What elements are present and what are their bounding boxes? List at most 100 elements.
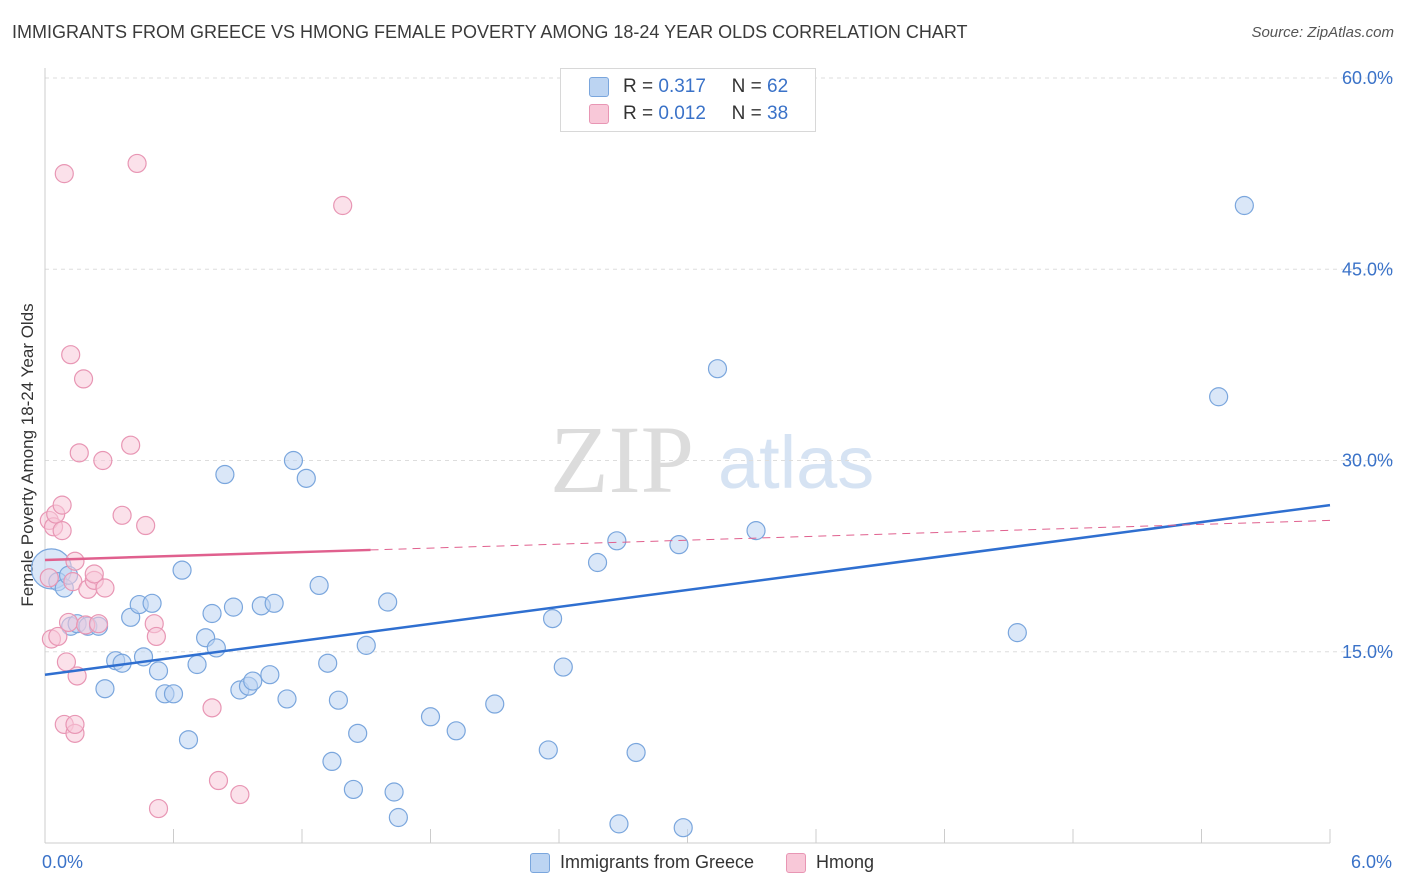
greece-point — [277, 689, 297, 709]
hmong-point — [48, 626, 68, 647]
greece-point — [215, 464, 235, 485]
hmong-point — [148, 798, 169, 819]
greece-point — [420, 707, 441, 727]
hmong-point — [95, 578, 115, 598]
greece-point — [328, 690, 349, 710]
hmong-point — [112, 505, 132, 525]
series-hmong-points — [39, 153, 353, 819]
greece-point — [707, 359, 728, 379]
legend-swatch-greece — [530, 852, 550, 873]
legend-item-greece[interactable]: Immigrants from Greece — [530, 852, 754, 873]
greece-point — [260, 665, 280, 685]
hmong-point — [121, 435, 141, 455]
legend-n-value-hmong: 38 — [767, 103, 789, 124]
greece-point — [95, 679, 115, 699]
greece-point — [343, 779, 363, 800]
legend-r-key: R = — [623, 76, 659, 97]
legend-swatch-hmong — [786, 852, 807, 873]
hmong-point — [333, 195, 353, 216]
legend-r-value-greece: 0.317 — [658, 76, 706, 97]
greece-point — [388, 807, 408, 828]
chart-title: IMMIGRANTS FROM GREECE VS HMONG FEMALE P… — [12, 22, 968, 42]
legend-row-greece: R = 0.317 N = 62 — [589, 75, 788, 99]
hmong-point — [93, 450, 113, 471]
hmong-point — [39, 568, 59, 588]
hmong-point — [208, 770, 229, 791]
legend-n-value-greece: 62 — [767, 76, 789, 97]
greece-point — [553, 657, 573, 677]
legend-swatch-greece — [589, 77, 609, 97]
greece-point — [746, 521, 766, 541]
legend-label-hmong: Hmong — [816, 852, 875, 872]
hmong-point — [84, 564, 104, 584]
y-tick-labels: 15.0% 30.0% 45.0% 60.0% — [1342, 68, 1393, 662]
y-tick-label: 60.0% — [1342, 68, 1393, 88]
x-tick-min: 0.0% — [42, 852, 84, 872]
greece-point — [626, 742, 646, 763]
greece-point — [673, 818, 693, 838]
greece-point — [142, 593, 162, 613]
watermark-atlas: atlas — [718, 421, 874, 504]
greece-point — [163, 684, 184, 704]
greece-point — [669, 535, 689, 555]
greece-point — [1234, 195, 1254, 216]
hmong-point — [127, 153, 147, 174]
hmong-point — [88, 614, 109, 634]
greece-point — [206, 638, 226, 658]
hmong-point — [52, 495, 72, 515]
greece-point — [296, 468, 316, 488]
hmong-point — [54, 164, 74, 184]
greece-point — [348, 723, 368, 743]
greece-trend-line — [44, 503, 1331, 676]
hmong-point — [230, 784, 250, 805]
chart-source: Source: ZipAtlas.com — [1251, 24, 1394, 41]
legend-row-hmong: R = 0.012 N = 38 — [589, 102, 788, 126]
greece-point — [172, 560, 192, 580]
series-greece-points — [30, 195, 1254, 838]
y-tick-label: 30.0% — [1342, 451, 1393, 471]
y-tick-label: 45.0% — [1342, 259, 1393, 279]
greece-point — [356, 635, 376, 655]
greece-point — [309, 575, 329, 596]
hmong-point — [65, 714, 85, 735]
legend-n-key: N = — [726, 103, 768, 124]
legend-label-greece: Immigrants from Greece — [560, 852, 755, 872]
trend-lines — [44, 503, 1331, 676]
watermark-zip: ZIP — [550, 406, 694, 513]
greece-point — [446, 721, 466, 741]
hmong-point — [61, 345, 81, 365]
greece-point — [187, 654, 207, 675]
y-tick-label: 15.0% — [1342, 642, 1393, 662]
hmong-point — [136, 515, 156, 536]
hmong-point — [63, 572, 83, 592]
greece-point — [609, 814, 629, 834]
greece-point — [178, 730, 199, 750]
hmong-point — [58, 612, 79, 633]
hmong-point — [146, 626, 166, 647]
x-tick-max: 6.0% — [1350, 852, 1392, 872]
hmong-trend-line-extension — [370, 519, 1331, 551]
greece-point — [223, 597, 244, 617]
hmong-trend-line — [44, 548, 371, 562]
hmong-point — [202, 698, 222, 718]
correlation-legend: R = 0.317 N = 62 R = 0.012 N = 38 — [560, 68, 816, 132]
hmong-point — [65, 551, 85, 571]
greece-point — [264, 593, 284, 613]
greece-point — [283, 450, 304, 471]
greece-point — [542, 608, 563, 629]
legend-r-value-hmong: 0.012 — [658, 103, 706, 124]
hmong-point — [52, 521, 72, 541]
legend-item-hmong[interactable]: Hmong — [786, 852, 874, 873]
legend-swatch-hmong — [589, 104, 609, 124]
greece-point — [587, 552, 608, 573]
legend-r-key: R = — [623, 103, 659, 124]
greece-point — [202, 603, 222, 624]
greece-point — [607, 531, 627, 551]
greece-point — [322, 751, 342, 772]
series-legend: Immigrants from Greece Hmong — [530, 852, 896, 873]
watermark: ZIP atlas — [550, 406, 874, 513]
greece-point — [318, 653, 338, 673]
hmong-point — [73, 369, 94, 389]
greece-point — [148, 661, 169, 681]
